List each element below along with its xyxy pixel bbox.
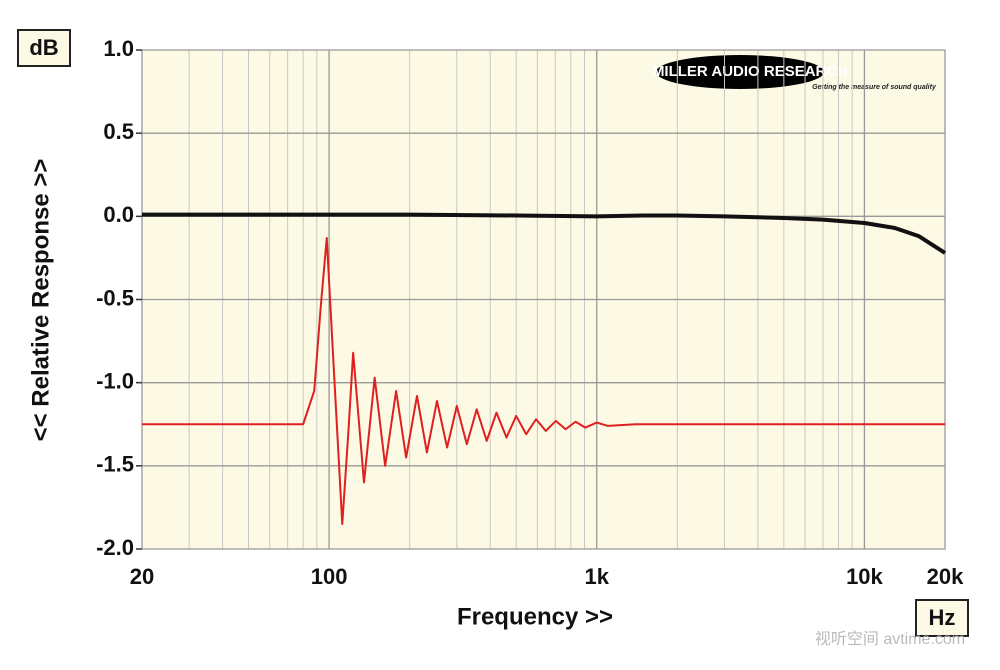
x-tick-label: 20k (927, 564, 964, 589)
series-line (142, 212, 947, 255)
y-tick-label: 1.0 (103, 36, 134, 61)
x-tick-label: 100 (311, 564, 348, 589)
x-tick-label: 20 (130, 564, 154, 589)
y-axis-label: << Relative Response >> (27, 159, 54, 442)
logo: MILLER AUDIO RESEARCH Getting the measur… (652, 55, 937, 91)
y-tick-label: -0.5 (96, 285, 134, 310)
logo-text: MILLER AUDIO RESEARCH (652, 63, 848, 80)
unit-box (17, 29, 71, 67)
y-tick-label: -1.5 (96, 452, 134, 477)
x-axis-label: Frequency >> (457, 603, 613, 630)
x-tick-label: 1k (585, 564, 610, 589)
unit-box (915, 599, 969, 637)
y-tick-label: -2.0 (96, 535, 134, 560)
series-line (142, 236, 945, 526)
y-tick-label: 0.0 (103, 202, 134, 227)
watermark: 视听空间 avtime.com (815, 630, 965, 648)
y-tick-label: -1.0 (96, 368, 134, 393)
y-tick-label: 0.5 (103, 119, 134, 144)
y-unit: dB (29, 35, 58, 60)
x-tick-label: 10k (846, 564, 883, 589)
logo-ellipse (656, 55, 824, 89)
x-unit: Hz (929, 605, 956, 630)
logo-tagline: Getting the measure of sound quality (812, 84, 937, 91)
